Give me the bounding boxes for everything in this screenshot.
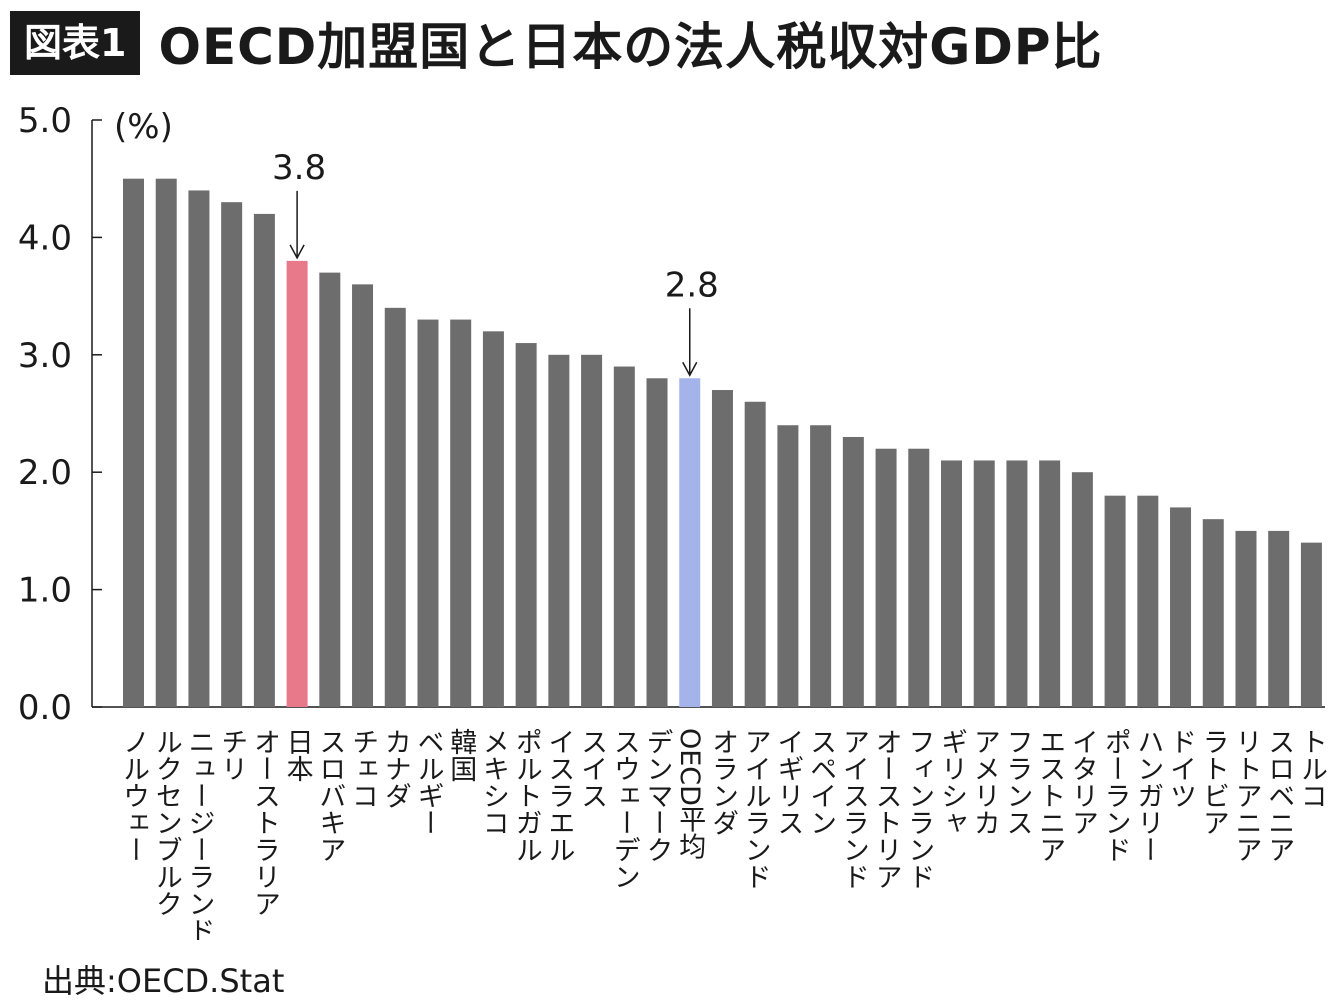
category-label: カナダ	[380, 728, 411, 809]
category-label: エストニア	[1034, 728, 1065, 863]
chart-title: OECD加盟国と日本の法人税収対GDP比	[158, 18, 1103, 76]
category-label: リトアニア	[1230, 728, 1261, 863]
category-label: フィンランド	[903, 728, 934, 890]
bar-30	[1071, 472, 1093, 707]
category-label: ハンガリー	[1132, 728, 1163, 863]
category-label: アイルランド	[740, 728, 771, 890]
category-label: ポルトガル	[511, 728, 542, 863]
category-label: オーストリア	[871, 728, 902, 890]
category-label: 日本	[282, 728, 314, 782]
category-label: アメリカ	[969, 728, 1000, 836]
bar-16	[613, 366, 635, 707]
bar-32	[1137, 495, 1159, 707]
bar-21	[777, 425, 799, 707]
category-label: ラトビア	[1198, 728, 1229, 836]
callout-value-label: 3.8	[272, 148, 326, 188]
y-tick-label: 1.0	[18, 571, 72, 611]
bar-27	[973, 460, 995, 707]
y-tick-label: 0.0	[18, 688, 72, 728]
bar-17	[646, 378, 668, 707]
y-tick-label: 5.0	[18, 101, 72, 141]
bar-6	[286, 260, 308, 707]
bar-36	[1268, 530, 1290, 707]
category-label: スウェーデン	[609, 728, 640, 890]
category-label: ドイツ	[1165, 728, 1196, 809]
category-label: イギリス	[772, 728, 803, 836]
bar-20	[744, 401, 766, 707]
chart-header: 図表1 OECD加盟国と日本の法人税収対GDP比	[10, 11, 1103, 76]
bar-3	[188, 190, 210, 707]
y-tick-label: 2.0	[18, 453, 72, 493]
category-label: スロベニア	[1263, 728, 1294, 863]
bar-33	[1170, 507, 1192, 707]
bar-chart: 0.0 1.0 2.0 3.0 4.0 5.0 (%) ノルウェー ルクセンブルク ニュージーラン…	[18, 101, 1327, 940]
bar-34	[1202, 519, 1224, 707]
category-label: イスラエル	[543, 728, 574, 863]
category-label: ニュージーランド	[183, 728, 214, 940]
category-label: ルクセンブルク	[151, 728, 182, 917]
bar-37	[1300, 542, 1322, 707]
bar-15	[581, 354, 603, 707]
y-tick-label: 3.0	[18, 336, 72, 376]
bar-2	[155, 178, 177, 707]
bar-4	[221, 202, 243, 707]
callout-arrow-head	[682, 361, 698, 377]
category-label: オランダ	[707, 728, 738, 836]
source-note: 出典:OECD.Stat	[42, 962, 285, 1000]
bar-1	[123, 178, 144, 707]
category-label: ポーランド	[1100, 728, 1131, 863]
category-label: ノルウェー	[118, 728, 149, 863]
category-label: スイス	[576, 728, 607, 809]
category-label: スロバキア	[314, 728, 345, 863]
category-label: OECD平均	[674, 728, 706, 860]
bar-5	[253, 213, 275, 708]
bar-29	[1039, 460, 1061, 707]
callout-arrow-head	[289, 244, 305, 260]
bar-10	[417, 319, 439, 707]
category-label: トルコ	[1296, 728, 1327, 809]
category-label: チェコ	[347, 728, 378, 809]
category-label: ベルギー	[412, 728, 443, 836]
bar-8	[352, 284, 374, 707]
figure-badge: 図表1	[10, 11, 141, 75]
bar-7	[319, 272, 341, 707]
category-label: 韓国	[445, 728, 476, 782]
bar-22	[810, 425, 832, 707]
bar-25	[908, 448, 930, 707]
y-axis-unit-label: (%)	[114, 107, 173, 147]
category-label: メキシコ	[478, 728, 509, 836]
category-label: スペイン	[805, 728, 836, 836]
bar-28	[1006, 460, 1028, 707]
category-label: アイスランド	[838, 728, 869, 890]
bar-11	[450, 319, 472, 707]
category-label: ギリシャ	[936, 728, 967, 836]
bar-35	[1235, 530, 1257, 707]
bar-24	[875, 448, 897, 707]
bar-13	[515, 343, 537, 707]
bar-12	[482, 331, 504, 707]
category-label: オーストラリア	[249, 728, 280, 917]
bar-31	[1104, 495, 1126, 707]
bar-14	[548, 354, 570, 707]
bar-18	[679, 378, 701, 707]
bar-26	[941, 460, 962, 707]
category-label: チリ	[216, 728, 247, 782]
category-label: イタリア	[1067, 728, 1098, 836]
category-label: フランス	[1001, 728, 1032, 836]
category-label: デンマーク	[642, 728, 673, 863]
callout-value-label: 2.8	[665, 265, 719, 305]
bar-9	[384, 307, 406, 707]
bar-19	[711, 390, 733, 707]
y-tick-label: 4.0	[18, 218, 72, 258]
bar-23	[842, 436, 864, 707]
